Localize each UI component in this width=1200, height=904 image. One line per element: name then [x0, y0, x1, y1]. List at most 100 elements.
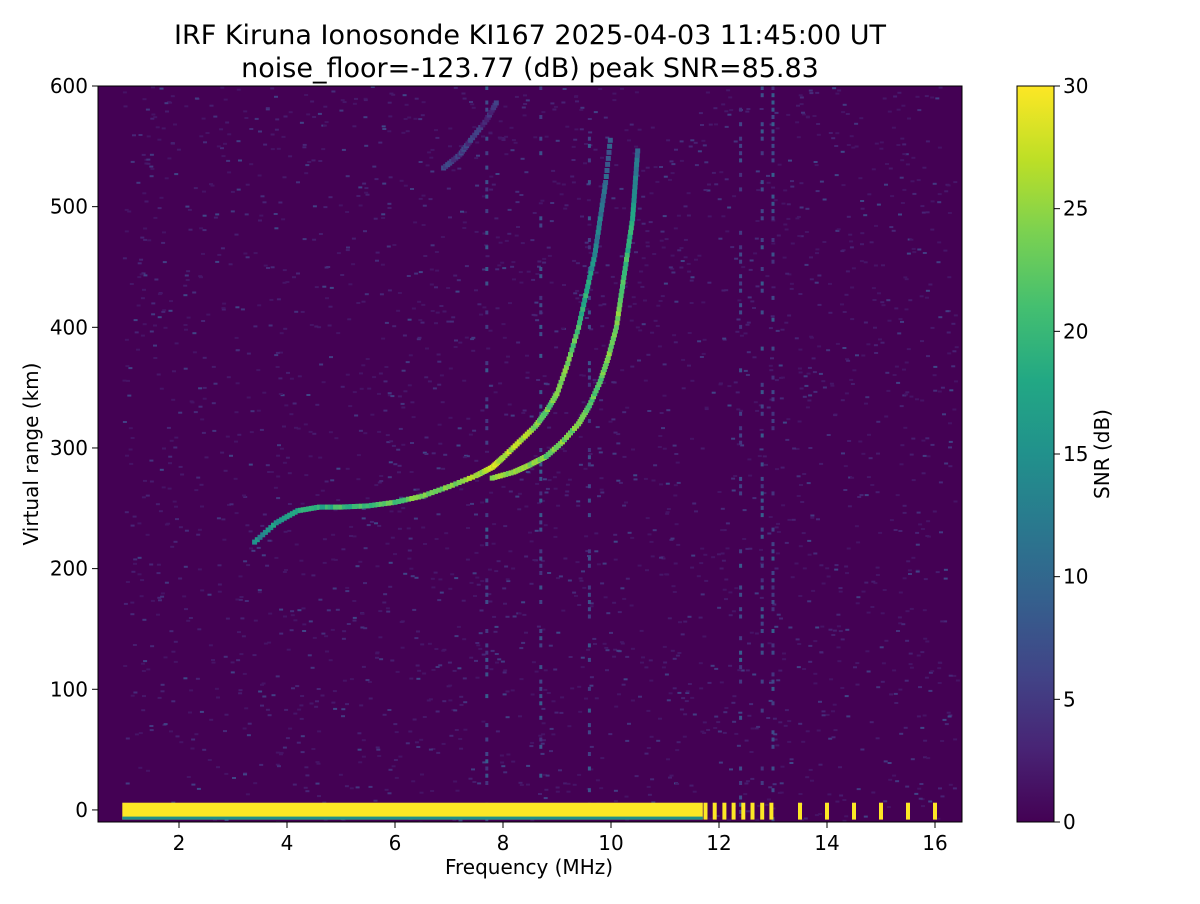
noise-cell	[150, 599, 155, 602]
noise-cell	[585, 308, 590, 311]
noise-cell	[840, 250, 845, 253]
interference-cell	[771, 629, 775, 633]
noise-cell	[554, 711, 559, 714]
noise-cell	[492, 615, 497, 618]
trace-point	[583, 293, 589, 299]
noise-cell	[194, 97, 199, 100]
noise-cell	[772, 603, 777, 606]
noise-cell	[646, 353, 651, 356]
noise-cell	[622, 597, 627, 600]
noise-cell	[755, 409, 760, 412]
noise-cell	[224, 819, 229, 821]
noise-cell	[948, 714, 953, 717]
noise-cell	[933, 389, 938, 392]
noise-cell	[740, 669, 745, 672]
noise-cell	[413, 517, 418, 520]
interference-cell	[587, 723, 591, 728]
noise-cell	[801, 113, 806, 116]
noise-cell	[506, 580, 511, 583]
noise-cell	[808, 447, 813, 449]
noise-cell	[234, 512, 239, 515]
noise-cell	[750, 727, 755, 730]
noise-cell	[535, 482, 540, 485]
noise-cell	[388, 115, 393, 118]
noise-cell	[745, 374, 750, 376]
interference-cell	[771, 158, 775, 163]
noise-cell	[497, 136, 502, 139]
noise-cell	[685, 690, 690, 693]
noise-cell	[213, 382, 218, 385]
noise-cell	[333, 558, 338, 561]
noise-cell	[149, 563, 154, 566]
noise-cell	[507, 403, 512, 406]
x-tick-label: 16	[922, 831, 947, 855]
noise-cell	[493, 630, 498, 633]
noise-cell	[884, 639, 889, 642]
noise-cell	[612, 452, 617, 455]
noise-cell	[411, 780, 416, 783]
noise-cell	[880, 612, 885, 615]
interference-cell	[771, 143, 775, 148]
noise-cell	[524, 505, 529, 508]
noise-cell	[497, 658, 502, 661]
trace-point	[630, 207, 636, 213]
noise-cell	[728, 614, 733, 617]
noise-cell	[885, 371, 890, 374]
noise-cell	[874, 142, 879, 145]
noise-cell	[311, 748, 316, 750]
noise-cell	[902, 368, 906, 371]
noise-cell	[816, 729, 821, 732]
noise-cell	[776, 613, 781, 616]
interference-cell	[587, 592, 591, 597]
noise-cell	[809, 92, 814, 95]
noise-cell	[301, 607, 306, 610]
noise-cell	[645, 230, 650, 233]
noise-cell	[436, 513, 441, 516]
noise-cell	[211, 659, 215, 661]
noise-cell	[897, 91, 902, 94]
noise-cell	[283, 530, 288, 533]
noise-cell	[139, 273, 144, 276]
noise-cell	[682, 735, 687, 738]
noise-cell	[422, 451, 427, 454]
noise-cell	[893, 529, 898, 531]
noise-cell	[894, 365, 899, 368]
interference-cell	[760, 621, 764, 626]
noise-cell	[223, 655, 228, 658]
noise-cell	[719, 567, 724, 570]
noise-cell	[213, 115, 218, 118]
interference-cell	[739, 809, 743, 814]
noise-cell	[243, 252, 248, 255]
noise-cell	[412, 608, 417, 611]
noise-cell	[156, 613, 160, 616]
noise-cell	[310, 100, 315, 103]
noise-cell	[277, 765, 281, 768]
noise-cell	[625, 577, 630, 580]
noise-cell	[274, 227, 279, 230]
noise-cell	[425, 164, 430, 167]
noise-cell	[553, 105, 558, 108]
noise-cell	[328, 305, 333, 308]
noise-cell	[297, 708, 302, 711]
noise-cell	[734, 587, 739, 590]
interference-cell	[539, 136, 543, 141]
noise-cell	[629, 123, 634, 126]
noise-cell	[523, 103, 528, 105]
noise-cell	[821, 714, 826, 717]
noise-cell	[253, 782, 258, 785]
noise-cell	[655, 180, 660, 183]
noise-cell	[261, 682, 266, 685]
noise-cell	[564, 412, 569, 414]
noise-cell	[434, 538, 439, 540]
noise-cell	[771, 219, 776, 222]
noise-cell	[784, 709, 789, 712]
interference-cell	[771, 390, 775, 395]
noise-cell	[937, 682, 942, 684]
noise-cell	[873, 326, 877, 329]
noise-cell	[866, 670, 871, 673]
noise-cell	[551, 733, 556, 736]
interference-cell	[539, 563, 543, 568]
noise-cell	[944, 190, 949, 193]
noise-cell	[817, 345, 822, 348]
noise-cell	[501, 137, 506, 139]
